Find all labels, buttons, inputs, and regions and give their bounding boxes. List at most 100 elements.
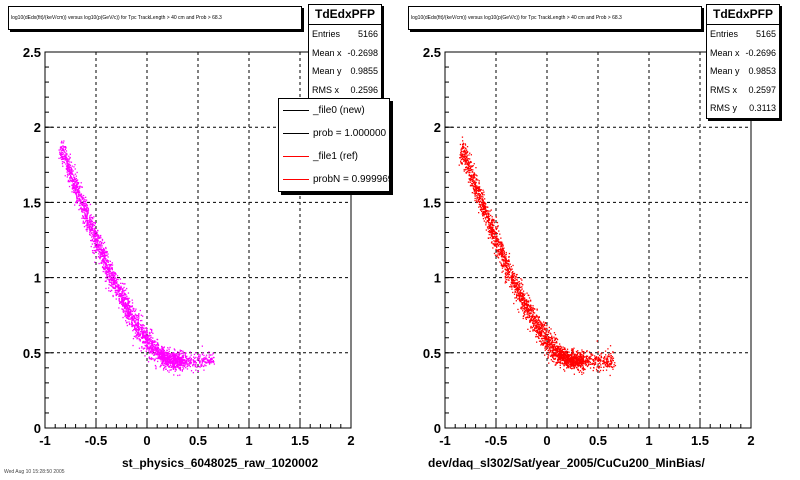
scatter-point: [67, 170, 69, 172]
legend-label: _file1 (ref): [313, 151, 359, 162]
scatter-point: [544, 337, 546, 339]
scatter-point: [142, 335, 144, 337]
scatter-point: [71, 173, 74, 175]
scatter-point: [155, 341, 157, 343]
left-stats-row: RMS x 0.2596: [309, 81, 381, 100]
scatter-point: [538, 319, 540, 321]
scatter-point: [536, 321, 538, 323]
scatter-point: [481, 199, 483, 201]
scatter-point: [73, 191, 75, 193]
scatter-point: [175, 369, 177, 371]
scatter-point: [468, 174, 470, 176]
scatter-point: [95, 231, 97, 233]
scatter-point: [515, 283, 518, 285]
scatter-point: [477, 186, 480, 188]
scatter-point: [568, 351, 570, 353]
scatter-point: [130, 313, 133, 315]
scatter-point: [503, 251, 505, 253]
scatter-point: [166, 358, 169, 360]
scatter-point: [538, 340, 541, 342]
scatter-point: [114, 291, 116, 294]
scatter-point: [576, 353, 578, 356]
scatter-point: [488, 213, 490, 215]
scatter-point: [74, 189, 77, 191]
scatter-point: [204, 358, 206, 360]
scatter-point: [500, 262, 502, 264]
scatter-point: [62, 165, 64, 167]
scatter-point: [145, 327, 148, 329]
scatter-point: [72, 179, 74, 181]
scatter-point: [582, 362, 585, 365]
scatter-point: [86, 210, 88, 212]
scatter-point: [571, 363, 573, 366]
scatter-point: [72, 187, 74, 189]
scatter-point: [156, 347, 158, 349]
left-stats-row: Entries 5166: [309, 25, 381, 44]
scatter-point: [138, 315, 140, 318]
scatter-point: [550, 343, 552, 346]
scatter-point: [131, 320, 133, 322]
scatter-point: [150, 338, 152, 341]
scatter-point: [523, 307, 525, 309]
scatter-point: [468, 161, 470, 163]
scatter-point: [146, 349, 148, 351]
scatter-point: [511, 288, 513, 290]
scatter-point: [554, 353, 557, 355]
scatter-point: [95, 246, 98, 249]
scatter-point: [460, 158, 463, 161]
scatter-point: [161, 362, 164, 364]
scatter-point: [175, 365, 177, 368]
scatter-point: [157, 356, 159, 358]
scatter-point: [105, 267, 107, 269]
scatter-point: [498, 254, 500, 256]
scatter-point: [136, 332, 138, 334]
scatter-point: [494, 254, 497, 256]
scatter-point: [82, 198, 84, 200]
scatter-point: [497, 238, 499, 240]
scatter-point: [150, 349, 152, 351]
left-stats-box[interactable]: TdEdxPFP Entries 5166 Mean x -0.2698 Mea…: [308, 4, 382, 100]
y-tick-label: 0.5: [23, 346, 41, 361]
scatter-point: [525, 299, 528, 301]
scatter-point: [488, 225, 490, 227]
scatter-point: [83, 207, 86, 209]
scatter-point: [554, 364, 556, 366]
scatter-point: [476, 185, 478, 187]
scatter-point: [581, 351, 583, 353]
scatter-point: [85, 209, 87, 211]
scatter-point: [542, 340, 544, 342]
scatter-point: [140, 327, 142, 329]
scatter-point: [66, 158, 68, 160]
scatter-point: [600, 356, 603, 359]
scatter-point: [126, 295, 128, 297]
scatter-point: [469, 185, 472, 187]
scatter-point: [62, 142, 65, 144]
scatter-point: [494, 244, 497, 246]
scatter-point: [197, 370, 199, 372]
scatter-point: [129, 309, 131, 311]
scatter-point: [93, 222, 95, 224]
scatter-point: [176, 356, 179, 358]
scatter-point: [554, 348, 557, 350]
scatter-point: [512, 264, 514, 267]
scatter-point: [535, 336, 537, 338]
scatter-point: [460, 149, 462, 151]
scatter-point: [152, 337, 154, 339]
scatter-point: [176, 365, 179, 367]
scatter-point: [484, 212, 486, 214]
scatter-point: [179, 363, 181, 365]
scatter-point: [520, 300, 522, 302]
scatter-point: [161, 347, 163, 349]
scatter-point: [195, 363, 197, 365]
scatter-point: [209, 354, 211, 356]
scatter-point: [544, 340, 546, 342]
scatter-point: [487, 210, 490, 212]
scatter-point: [147, 346, 150, 348]
scatter-point: [75, 181, 77, 183]
legend-box[interactable]: _file0 (new) prob = 1.000000 _file1 (ref…: [278, 98, 390, 192]
scatter-point: [564, 350, 566, 353]
scatter-point: [490, 209, 492, 211]
scatter-point: [526, 313, 528, 315]
scatter-point: [482, 215, 484, 217]
scatter-point: [580, 354, 582, 356]
